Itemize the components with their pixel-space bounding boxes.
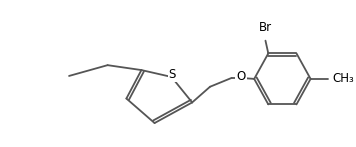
Text: CH₃: CH₃ <box>332 72 354 85</box>
Text: S: S <box>169 69 176 81</box>
Text: Br: Br <box>259 21 272 34</box>
Text: O: O <box>236 70 246 83</box>
